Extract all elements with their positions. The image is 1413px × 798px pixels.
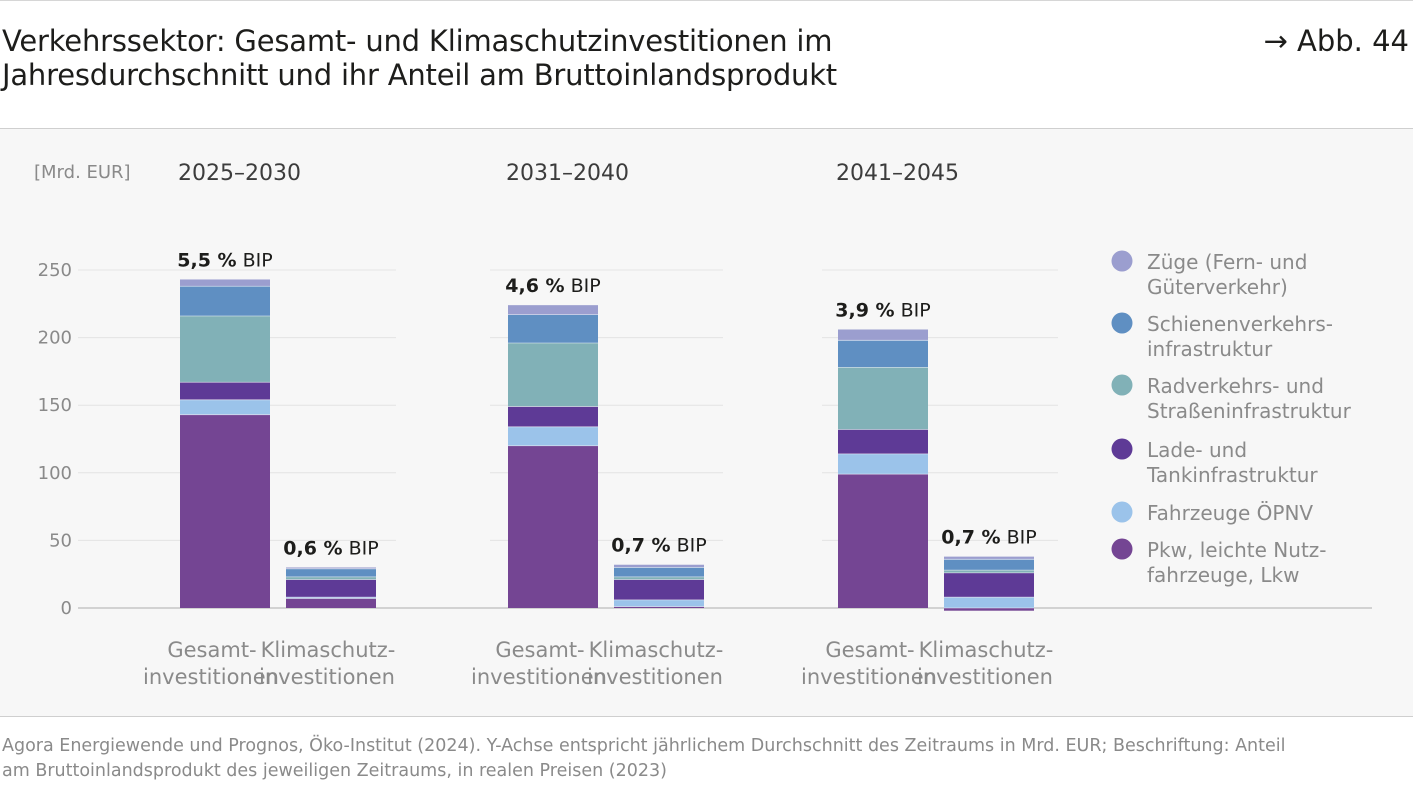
legend-label-5-line0: Züge (Fern- und [1147,250,1307,274]
legend-label-3-line0: Radverkehrs- und [1147,374,1324,398]
top-divider [0,0,1413,1]
category-label-5-line1: Klimaschutz- [919,638,1054,662]
source-note: Agora Energiewende und Prognos, Öko-Inst… [2,734,1410,784]
bar-segment-0-1 [180,399,270,415]
bar-segment-1-3 [286,576,376,580]
group-title-2: 2041–2045 [836,161,959,186]
bar-segment-0-0 [180,414,270,608]
bar-segment-2-2 [508,406,598,427]
figure-title: Verkehrssektor: Gesamt- und Klimaschutzi… [2,24,1122,92]
legend-label-3-line1: Straßeninfrastruktur [1147,399,1352,423]
bar-segment-4-3 [838,367,928,430]
bar-segment-2-4 [508,314,598,344]
legend-label-1-line0: Fahrzeuge ÖPNV [1147,501,1313,525]
bip-label-4: 3,9 % BIP [835,299,930,321]
bar-segment-4-5 [838,329,928,341]
bar-segment-1-2 [286,579,376,598]
bar-segment-2-0 [508,445,598,608]
bip-label-0: 5,5 % BIP [177,249,272,271]
bar-segment-3-3 [614,576,704,580]
group-title-1: 2031–2040 [506,161,629,186]
legend-marker-1 [1111,501,1133,523]
y-tick-label-150: 150 [38,395,72,416]
y-tick-label-100: 100 [38,463,72,484]
bar-segment-4-4 [838,340,928,368]
category-label-0-line1: Gesamt- [167,638,256,662]
bar-segment-1-0 [286,598,376,608]
bar-segment-0-3 [180,315,270,383]
y-tick-label-250: 250 [38,260,72,281]
bar-segment-3-4 [614,567,704,577]
y-axis-unit-label: [Mrd. EUR] [34,162,131,183]
category-label-1-line1: Klimaschutz- [261,638,396,662]
bip-label-1: 0,6 % BIP [283,537,378,559]
y-tick-label-50: 50 [49,530,72,551]
category-label-3-line1: Klimaschutz- [589,638,724,662]
bar-segment-3-5 [614,564,704,568]
legend-label-2-line0: Lade- und [1147,438,1247,462]
bar-segment-5-0 [944,608,1034,611]
legend-marker-4 [1111,312,1133,334]
y-tick-label-200: 200 [38,328,72,349]
legend-label-4-line1: infrastruktur [1147,337,1273,361]
bar-segment-3-1 [614,599,704,607]
bar-segment-3-0 [614,606,704,608]
category-label-2-line2: investitionen [471,665,607,689]
y-tick-label-0: 0 [61,598,72,619]
bar-segment-4-0 [838,474,928,608]
bip-label-3: 0,7 % BIP [611,535,706,557]
legend-label-5-line1: Güterverkehr) [1147,275,1288,299]
legend-label-2-line1: Tankinfrastruktur [1146,463,1318,487]
category-label-5-line2: investitionen [917,665,1053,689]
group-title-0: 2025–2030 [178,161,301,186]
figure-reference-link[interactable]: → Abb. 44 [1263,24,1409,58]
bar-segment-5-3 [944,570,1034,573]
category-label-4-line2: investitionen [801,665,937,689]
bar-segment-1-1 [286,597,376,599]
category-label-3-line2: investitionen [587,665,723,689]
category-label-1-line2: investitionen [259,665,395,689]
legend-label-0-line1: fahrzeuge, Lkw [1147,563,1299,587]
legend-marker-2 [1111,438,1133,460]
bar-segment-5-1 [944,597,1034,608]
legend-label-4-line0: Schienenverkehrs- [1147,312,1333,336]
category-label-0-line2: investitionen [143,665,279,689]
stacked-bar-chart: [Mrd. EUR] 0 50 100 150 200 250 2025–2030 2031–2… [34,161,1372,689]
category-label-4-line1: Gesamt- [825,638,914,662]
legend-marker-0 [1111,538,1133,560]
bar-segment-1-4 [286,568,376,577]
legend-label-0-line0: Pkw, leichte Nutz- [1147,538,1327,562]
category-label-2-line1: Gesamt- [495,638,584,662]
source-line-2: am Bruttoinlandsprodukt des jeweiligen Z… [2,761,667,781]
bar-segment-3-2 [614,579,704,600]
bar-segment-2-1 [508,426,598,446]
bar-segment-5-5 [944,556,1034,560]
bar-segment-2-5 [508,305,598,315]
bar-segment-5-2 [944,572,1034,598]
bar-segment-4-1 [838,453,928,475]
bar-segment-0-2 [180,382,270,400]
source-line-1: Agora Energiewende und Prognos, Öko-Inst… [2,736,1286,756]
bip-label-2: 4,6 % BIP [505,275,600,297]
figure-title-line-1: Verkehrssektor: Gesamt- und Klimaschutzi… [2,24,833,58]
bar-segment-4-2 [838,429,928,454]
bar-segment-0-5 [180,279,270,287]
figure-title-line-2: Jahresdurchschnitt und ihr Anteil am Bru… [2,58,837,92]
bar-segment-2-3 [508,343,598,407]
bar-segment-1-5 [286,567,376,569]
legend-marker-3 [1111,374,1133,396]
bip-label-5: 0,7 % BIP [941,527,1036,549]
bar-segment-0-4 [180,286,270,316]
legend-marker-5 [1111,250,1133,272]
bar-segment-5-4 [944,559,1034,571]
